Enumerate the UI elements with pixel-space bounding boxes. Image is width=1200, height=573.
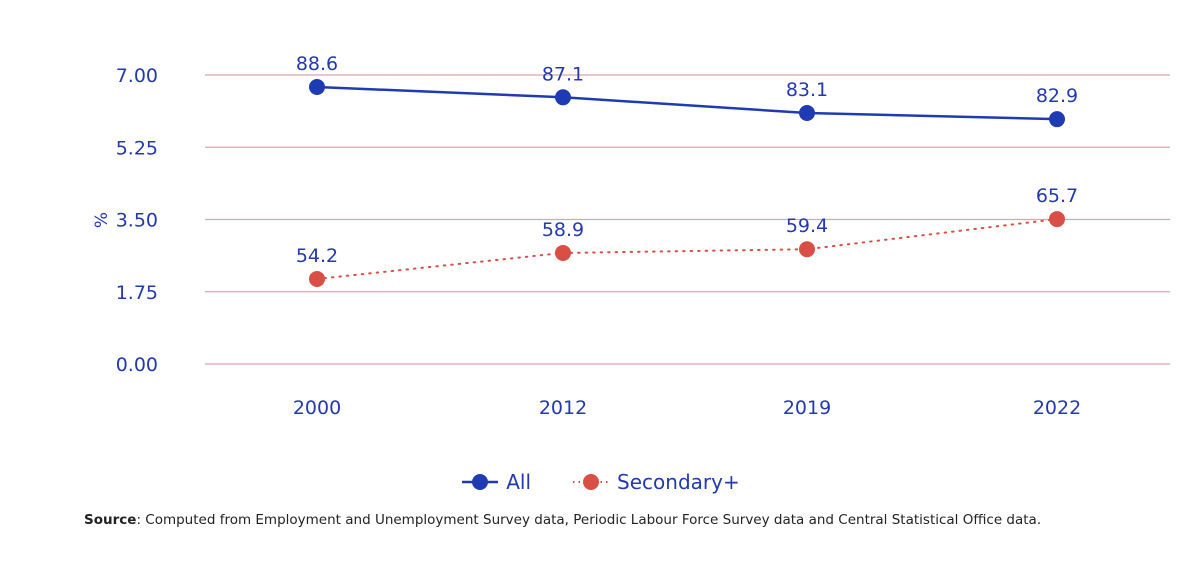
source-note: Source: Computed from Employment and Une… (84, 512, 1041, 528)
y-axis-label: % (92, 212, 112, 228)
data-label: 83.1 (786, 79, 828, 101)
legend: All Secondary+ (0, 470, 1200, 494)
data-point (555, 244, 571, 261)
data-point (555, 89, 571, 106)
y-tick-label: 7.00 (116, 65, 158, 87)
data-point (1049, 111, 1065, 128)
y-tick-label: 0.00 (116, 354, 158, 376)
series-line-secondary (316, 218, 1058, 280)
data-point (309, 78, 325, 95)
x-tick-label: 2000 (293, 397, 341, 419)
data-label: 65.7 (1036, 185, 1078, 207)
legend-item-all[interactable]: All (460, 470, 531, 494)
legend-marker-secondary-icon (573, 474, 610, 490)
data-point (799, 104, 815, 121)
data-label: 82.9 (1036, 85, 1078, 107)
source-text: : Computed from Employment and Unemploym… (136, 512, 1042, 528)
legend-label-all: All (506, 470, 532, 494)
data-label: 58.9 (542, 219, 584, 241)
data-label: 87.1 (542, 63, 584, 85)
data-label: 54.2 (296, 245, 338, 267)
y-tick-label: 3.50 (116, 210, 158, 232)
x-tick-label: 2022 (1033, 397, 1081, 419)
series-line-all (316, 85, 1058, 121)
data-point (1049, 211, 1065, 228)
y-tick-label: 1.75 (116, 282, 158, 304)
source-label: Source (84, 512, 137, 528)
legend-marker-all-icon (462, 474, 499, 490)
legend-label-secondary: Secondary+ (617, 470, 740, 494)
y-tick-label: 5.25 (116, 137, 158, 159)
data-point (309, 270, 325, 287)
legend-item-secondary[interactable]: Secondary+ (571, 470, 740, 494)
data-label: 88.6 (296, 53, 338, 75)
x-tick-label: 2012 (539, 397, 587, 419)
data-label: 59.4 (786, 215, 828, 237)
data-point (799, 241, 815, 258)
x-tick-label: 2019 (783, 397, 831, 419)
